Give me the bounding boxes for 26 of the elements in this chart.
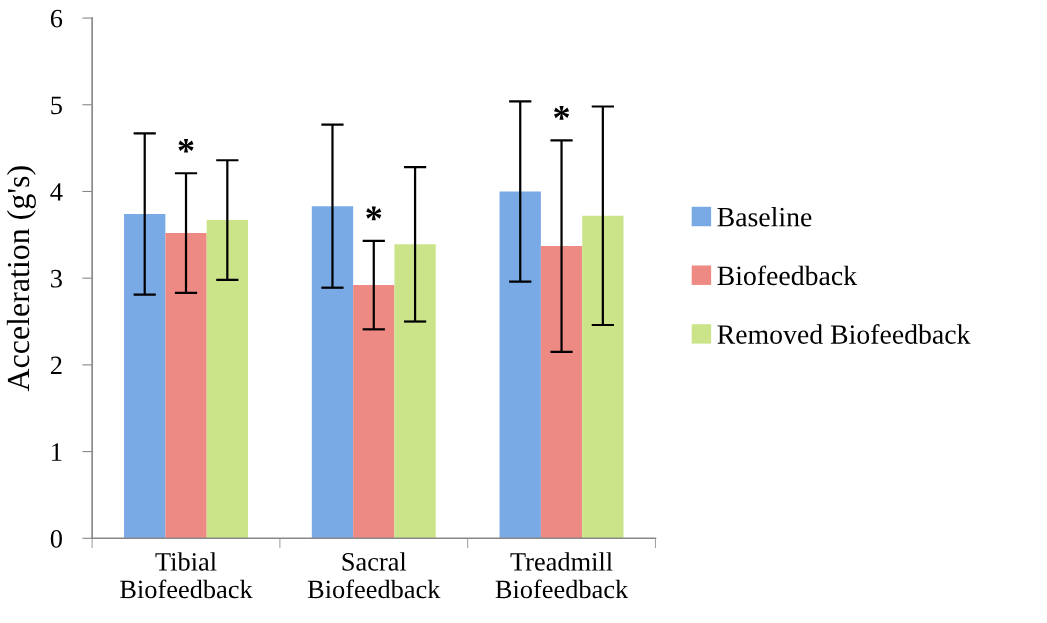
y-tick-label: 5 — [51, 96, 62, 115]
bar — [165, 233, 207, 539]
annotation: * — [366, 206, 382, 221]
bar — [394, 244, 436, 539]
bar — [206, 220, 248, 539]
bar — [353, 285, 395, 539]
y-tick-label: 4 — [50, 183, 63, 201]
annotation: * — [178, 138, 194, 153]
bar — [540, 246, 583, 539]
annotation: * — [554, 106, 570, 120]
bar — [311, 206, 354, 539]
x-tick-label: Tibial Biofeedback — [120, 552, 253, 599]
legend-label: Removed Biofeedback — [717, 324, 971, 344]
legend-label: Biofeedback — [717, 265, 858, 286]
x-tick-label: Treadmill Biofeedback — [495, 552, 629, 599]
y-tick-label: 6 — [50, 9, 63, 28]
legend-label: Baseline — [717, 206, 812, 227]
bar — [499, 191, 541, 539]
y-axis-title: Acceleration (g's) — [6, 166, 36, 392]
y-tick-label: 2 — [50, 356, 62, 375]
bar — [124, 214, 166, 539]
bar — [582, 215, 624, 539]
y-tick-label: 0 — [50, 529, 62, 548]
y-tick-label: 1 — [52, 443, 62, 461]
y-tick-label: 3 — [51, 269, 62, 288]
x-tick-label: Sacral Biofeedback — [307, 552, 441, 599]
